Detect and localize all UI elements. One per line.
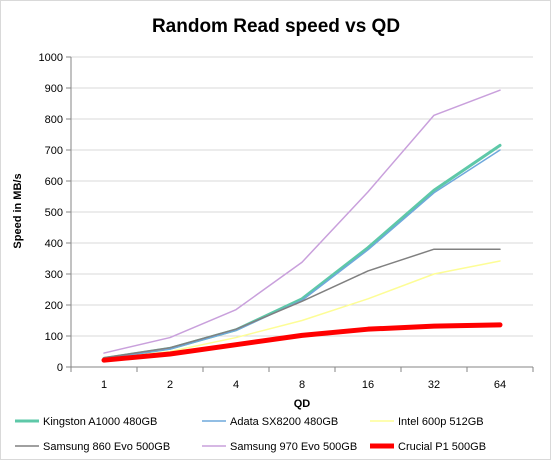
- series-line: [103, 89, 501, 354]
- x-tick-labels: 1 2 4 8 16 32 64: [101, 379, 506, 391]
- series-line: [101, 322, 503, 363]
- x-tick-label: 32: [428, 379, 440, 391]
- gridlines: [71, 56, 533, 337]
- series-line: [103, 260, 501, 360]
- axes: [66, 56, 534, 372]
- legend-entry: Kingston A1000 480GB: [43, 416, 157, 428]
- legend-entry: Adata SX8200 480GB: [230, 416, 338, 428]
- y-tick-labels: 0 100 200 300 400 500 600 700 800 900 1000: [39, 52, 63, 374]
- series-line: [103, 248, 501, 359]
- series-line: [103, 149, 501, 360]
- y-tick-label: 800: [45, 114, 63, 126]
- chart-title: Random Read speed vs QD: [152, 16, 400, 37]
- y-tick-label: 0: [57, 362, 63, 374]
- legend-entry: Intel 600p 512GB: [398, 416, 484, 428]
- y-axis-label: Speed in MB/s: [12, 173, 24, 248]
- legend-entry: Samsung 860 Evo 500GB: [43, 441, 170, 453]
- y-tick-label: 400: [45, 238, 63, 250]
- x-tick-label: 8: [299, 379, 305, 391]
- y-tick-label: 100: [45, 331, 63, 343]
- y-tick-label: 300: [45, 269, 63, 281]
- series-lines: [101, 89, 503, 363]
- y-tick-label: 500: [45, 207, 63, 219]
- x-tick-label: 64: [494, 379, 506, 391]
- legend-entry: Samsung 970 Evo 500GB: [230, 441, 357, 453]
- x-tick-label: 4: [233, 379, 239, 391]
- y-tick-label: 700: [45, 145, 63, 157]
- y-tick-label: 1000: [39, 52, 63, 64]
- legend-entry: Crucial P1 500GB: [398, 441, 486, 453]
- x-tick-label: 16: [362, 379, 374, 391]
- y-tick-label: 900: [45, 83, 63, 95]
- x-tick-label: 2: [167, 379, 173, 391]
- y-tick-label: 200: [45, 300, 63, 312]
- y-tick-label: 600: [45, 176, 63, 188]
- x-axis-label: QD: [294, 398, 311, 410]
- x-tick-label: 1: [101, 379, 107, 391]
- legend: Kingston A1000 480GB Adata SX8200 480GB In…: [15, 416, 486, 453]
